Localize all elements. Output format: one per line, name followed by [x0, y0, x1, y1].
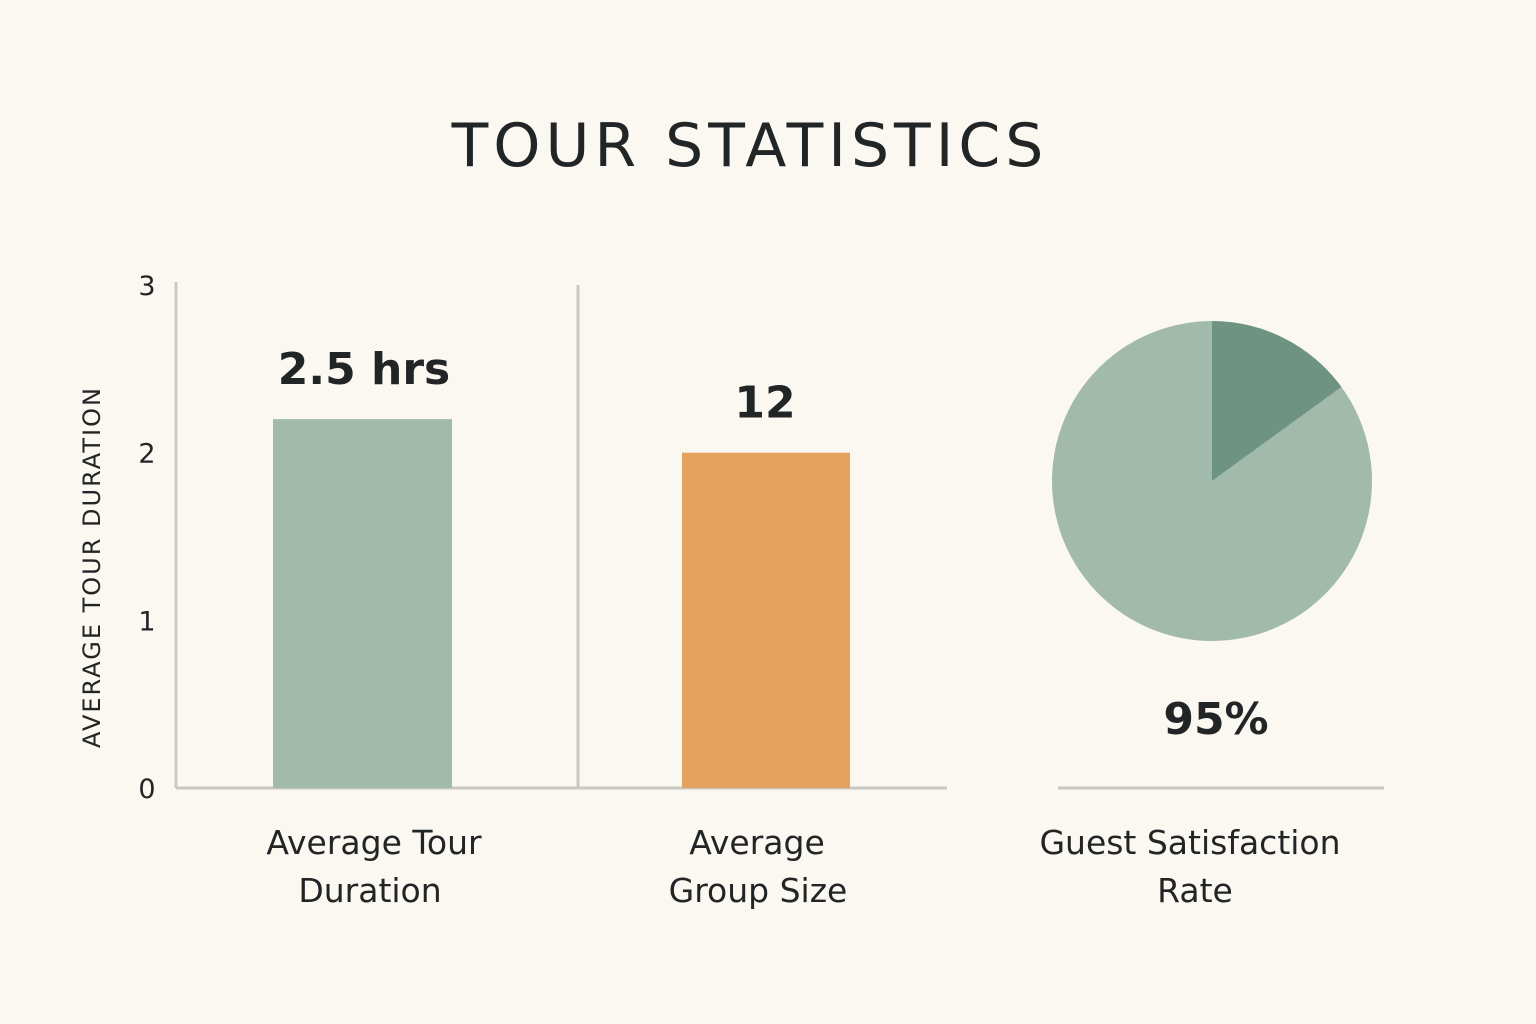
pie-caption-line1: Guest Satisfaction [1039, 823, 1340, 862]
y-tick-label-3: 3 [138, 271, 155, 302]
category-label-0-line2: Duration [298, 871, 441, 910]
bar-value-label-1: 12 [734, 378, 795, 429]
y-axis-label: AVERAGE TOUR DURATION [78, 386, 106, 748]
category-label-1-line2: Group Size [669, 871, 848, 910]
bar-average-tour-duration [273, 419, 452, 788]
y-tick-label-0: 0 [138, 774, 155, 805]
pie-caption-line2: Rate [1157, 871, 1233, 910]
bar-average-group-size [682, 452, 850, 788]
pie-value-label: 95% [1163, 694, 1268, 745]
category-label-0-line1: Average Tour [266, 823, 482, 862]
y-tick-label-2: 2 [138, 439, 155, 470]
bar-value-label-0: 2.5 hrs [278, 344, 450, 395]
chart-title: TOUR STATISTICS [451, 111, 1049, 181]
pie-slice-remainder [1052, 321, 1372, 642]
pie-slice-highlight [1212, 321, 1342, 481]
y-tick-label-1: 1 [138, 606, 155, 637]
category-label-1-line1: Average [689, 823, 825, 862]
